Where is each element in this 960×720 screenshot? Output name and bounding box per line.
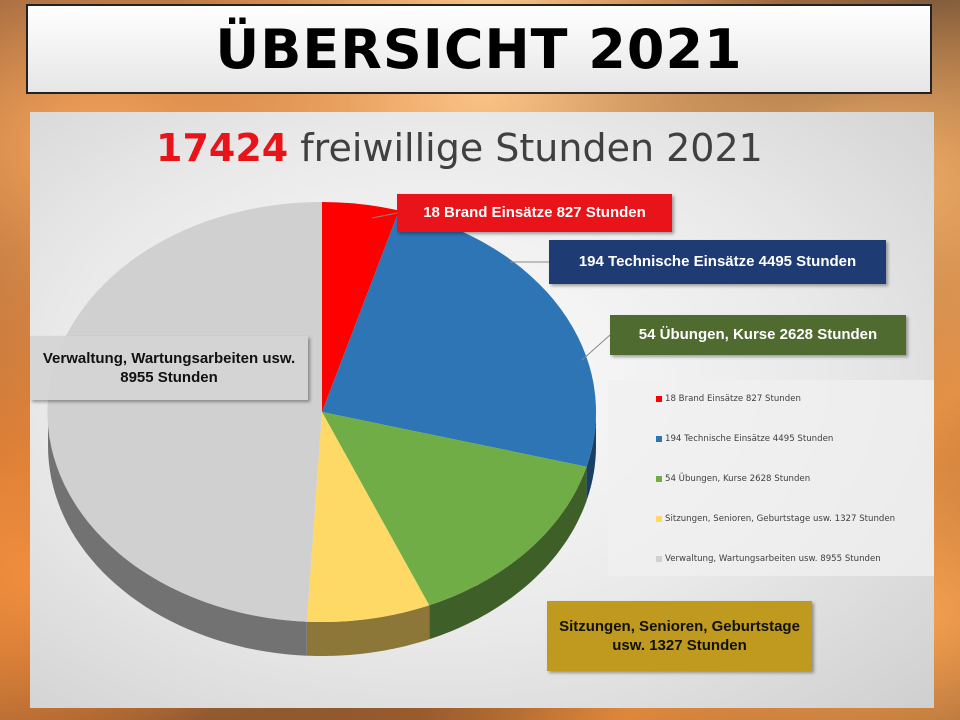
callout-label-0: 18 Brand Einsätze 827 Stunden [397,194,672,232]
legend-label-0: 18 Brand Einsätze 827 Stunden [665,394,801,404]
pie-chart [47,201,611,656]
legend-label-2: 54 Übungen, Kurse 2628 Stunden [665,474,811,484]
chart-panel: 17424 freiwillige Stunden 2021 18 Brand … [30,112,934,708]
callout-label-2: 54 Übungen, Kurse 2628 Stunden [610,315,906,355]
callout-label-4: Verwaltung, Wartungsarbeiten usw. 8955 S… [30,336,308,400]
legend-label-1: 194 Technische Einsätze 4495 Stunden [665,434,834,444]
pie-slice-0 [322,202,399,412]
legend-swatch-2 [656,476,662,482]
legend-item-2: 54 Übungen, Kurse 2628 Stunden [656,474,810,484]
legend-swatch-4 [656,556,662,562]
legend-label-3: Sitzungen, Senioren, Geburtstage usw. 13… [665,514,896,524]
pie-slice-2 [322,412,587,606]
pie-slice-1 [322,210,597,467]
chart-legend: 18 Brand Einsätze 827 Stunden 194 Technis… [608,380,934,576]
pie-side-3 [306,605,430,656]
chart-title: 17424 freiwillige Stunden 2021 [156,126,763,170]
callout-label-3: Sitzungen, Senioren, Geburtstage usw. 13… [547,601,812,671]
legend-item-1: 194 Technische Einsätze 4495 Stunden [656,434,833,444]
pie-side-1 [586,412,596,501]
callout-label-1: 194 Technische Einsätze 4495 Stunden [549,240,886,284]
pie-side-4 [48,412,307,656]
chart-title-text: freiwillige Stunden 2021 [288,126,763,170]
legend-swatch-3 [656,516,662,522]
legend-item-3: Sitzungen, Senioren, Geburtstage usw. 13… [656,514,895,524]
legend-item-4: Verwaltung, Wartungsarbeiten usw. 8955 S… [656,554,881,564]
pie-slice-3 [306,412,430,623]
pie-side-2 [429,466,587,640]
page-title: ÜBERSICHT 2021 [215,17,743,81]
page-title-bar: ÜBERSICHT 2021 [26,4,932,94]
legend-item-0: 18 Brand Einsätze 827 Stunden [656,394,801,404]
callout-leader-2 [581,334,611,361]
legend-swatch-1 [656,436,662,442]
chart-title-total: 17424 [156,126,289,170]
legend-swatch-0 [656,396,662,402]
callout-leader-0 [371,212,398,219]
legend-label-4: Verwaltung, Wartungsarbeiten usw. 8955 S… [665,554,881,564]
pie-slice-4 [47,201,322,622]
